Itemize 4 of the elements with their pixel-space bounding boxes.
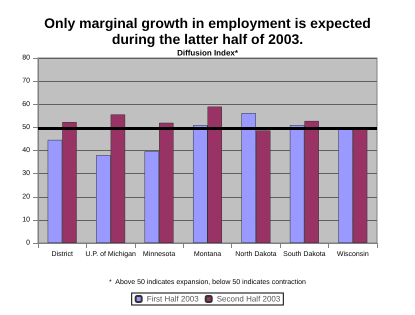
legend-label: Second Half 2003	[216, 294, 281, 304]
chart-title: Only marginal growth in employment is expected during the latter half of 2003.	[44, 15, 371, 47]
legend-label: First Half 2003	[146, 294, 200, 304]
chart-subtitle: Diffusion Index*	[177, 48, 239, 58]
